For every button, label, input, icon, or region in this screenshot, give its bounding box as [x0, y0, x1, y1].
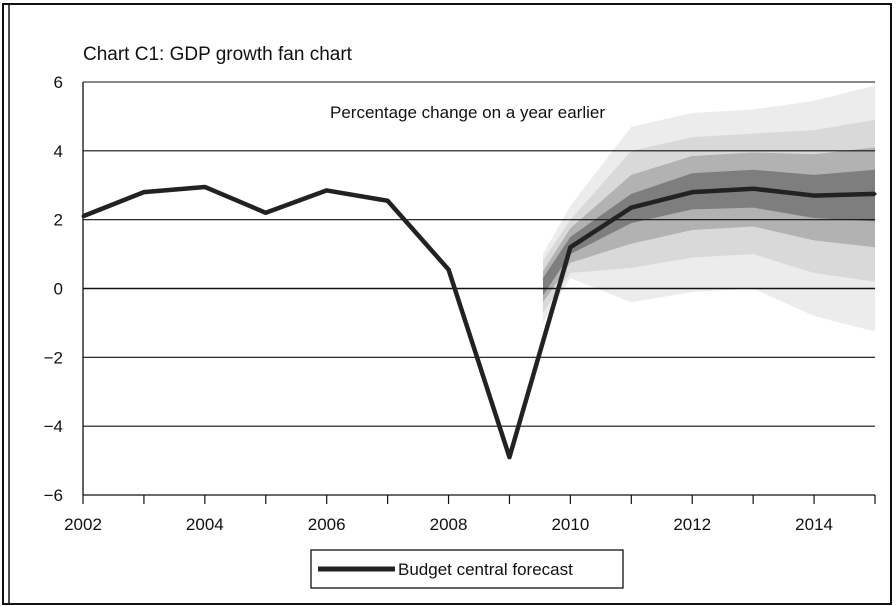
gridlines: [83, 81, 875, 427]
data-point: [325, 188, 329, 192]
data-point: [751, 187, 755, 191]
data-point: [507, 455, 511, 459]
data-point: [629, 206, 633, 210]
chart-title: Chart C1: GDP growth fan chart: [83, 44, 353, 65]
data-point: [873, 192, 877, 196]
data-point: [690, 190, 694, 194]
x-tick-label: 2004: [186, 515, 224, 534]
legend: Budget central forecast: [310, 549, 624, 589]
fan-band-4: [542, 169, 875, 296]
series-line-central-forecast: [82, 184, 876, 460]
y-tick-labels: 6 4 2 0 −2 −4 −6: [44, 73, 63, 505]
series-lines: [81, 184, 877, 460]
data-point: [447, 268, 451, 272]
data-point: [81, 214, 85, 218]
x-tick-label: 2012: [673, 515, 711, 534]
data-point: [568, 245, 572, 249]
data-point: [142, 190, 146, 194]
x-tick-label: 2008: [430, 515, 468, 534]
y-tick-label: 4: [54, 142, 63, 161]
y-tick-label: −4: [44, 417, 63, 436]
axes: [82, 82, 876, 504]
x-tick-labels: 2002 2004 2006 2008 2010 2012 2014: [64, 515, 833, 534]
data-point: [386, 199, 390, 203]
y-tick-label: −6: [44, 486, 63, 505]
x-tick-label: 2006: [308, 515, 346, 534]
chart-subtitle: Percentage change on a year earlier: [330, 103, 605, 122]
data-point: [264, 211, 268, 215]
y-tick-label: −2: [44, 348, 63, 367]
y-tick-label: 6: [54, 73, 63, 92]
x-tick-label: 2002: [64, 515, 102, 534]
data-point: [203, 185, 207, 189]
fan-bands: [542, 85, 875, 332]
y-tick-label: 2: [54, 211, 63, 230]
legend-label: Budget central forecast: [398, 560, 573, 579]
y-tick-label: 0: [54, 280, 63, 299]
x-tick-label: 2010: [551, 515, 589, 534]
data-point: [812, 194, 816, 198]
x-tick-label: 2014: [795, 515, 833, 534]
chart-border: [2, 3, 892, 605]
